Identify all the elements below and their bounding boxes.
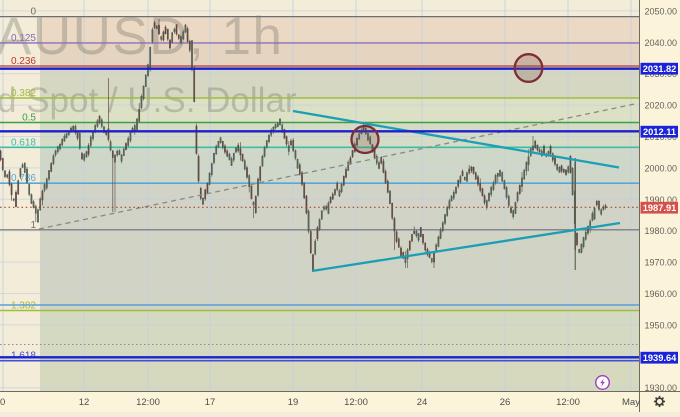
svg-text:12:00: 12:00 [556,397,580,408]
svg-text:12:00: 12:00 [136,397,160,408]
svg-text:1960.00: 1960.00 [645,289,678,299]
svg-text:1939.64: 1939.64 [643,353,677,363]
svg-text:0.125: 0.125 [11,33,36,44]
svg-text:17: 17 [205,397,216,408]
svg-text:1950.00: 1950.00 [645,320,678,330]
svg-text:0.5: 0.5 [22,113,36,124]
svg-text:1930.00: 1930.00 [645,383,678,393]
svg-text:2050.00: 2050.00 [645,6,678,16]
svg-text:0: 0 [0,397,5,408]
svg-text:1970.00: 1970.00 [645,258,678,268]
svg-text:2031.82: 2031.82 [643,64,677,74]
svg-text:2000.00: 2000.00 [645,163,678,173]
svg-text:12:00: 12:00 [344,397,368,408]
svg-text:1.382: 1.382 [11,301,36,312]
svg-text:2020.00: 2020.00 [645,101,678,111]
svg-text:24: 24 [417,397,428,408]
svg-text:0.382: 0.382 [11,88,36,99]
svg-text:1980.00: 1980.00 [645,226,678,236]
svg-text:2040.00: 2040.00 [645,38,678,48]
svg-text:0.786: 0.786 [11,173,36,184]
svg-text:12: 12 [79,397,90,408]
svg-text:0.236: 0.236 [11,56,36,67]
svg-text:2012.11: 2012.11 [643,127,676,137]
svg-text:AUUSD, 1h: AUUSD, 1h [0,7,283,66]
svg-text:1987.91: 1987.91 [643,203,677,213]
svg-text:d Spot / U.S. Dollar: d Spot / U.S. Dollar [0,81,297,120]
svg-text:May: May [622,397,640,408]
svg-text:26: 26 [500,397,511,408]
svg-text:0: 0 [30,7,36,18]
svg-text:0.618: 0.618 [11,137,36,148]
svg-text:19: 19 [288,397,299,408]
